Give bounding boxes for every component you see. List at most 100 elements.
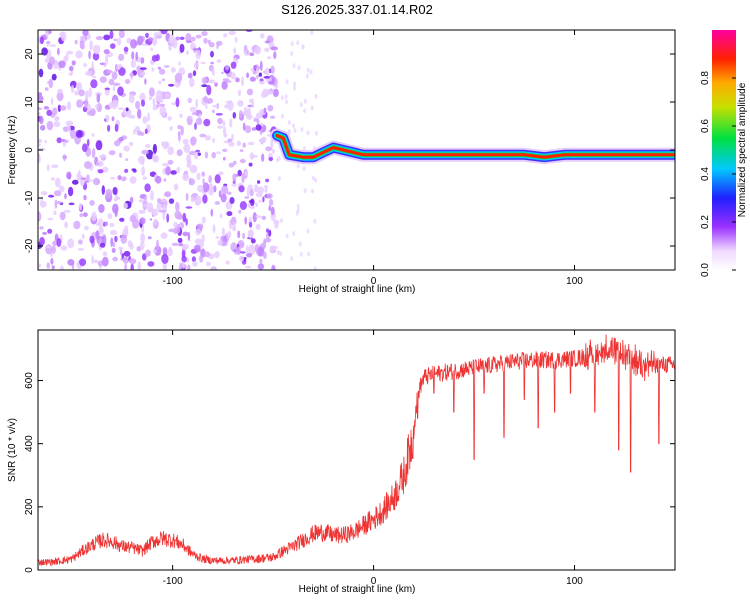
spectrogram-noise-blob bbox=[296, 203, 300, 209]
spectrogram-noise-blob bbox=[191, 36, 196, 42]
spectrogram-noise-blob bbox=[86, 138, 90, 147]
spectrogram-noise-blob bbox=[60, 105, 67, 111]
spectrogram-noise-blob bbox=[38, 68, 44, 78]
spectrogram-noise-blob bbox=[258, 199, 262, 203]
spectrogram-noise-blob bbox=[219, 213, 223, 219]
spectrogram-noise-blob bbox=[153, 32, 161, 37]
spectrogram-noise-blob bbox=[68, 202, 75, 206]
spectrogram-noise-blob bbox=[98, 154, 107, 159]
spectrogram-noise-blob bbox=[274, 221, 279, 229]
spectrogram-noise-blob bbox=[259, 33, 265, 39]
spectrogram-noise-blob bbox=[82, 143, 88, 153]
spectrogram-noise-blob bbox=[155, 175, 162, 184]
spectrogram-noise-blob bbox=[102, 251, 108, 256]
spectrogram-noise-blob bbox=[92, 177, 101, 186]
spectrogram-noise-blob bbox=[182, 173, 189, 182]
spectrogram-noise-blob bbox=[109, 223, 115, 228]
spectrogram-noise-blob bbox=[75, 50, 83, 59]
spectrogram-noise-blob bbox=[153, 218, 157, 226]
colorbar-tick-label: 0.2 bbox=[700, 215, 711, 229]
spectrogram-noise-blob bbox=[267, 56, 271, 60]
spectrogram-noise-blob bbox=[287, 120, 291, 126]
spectrogram-noise-blob bbox=[168, 34, 175, 45]
spectrogram-noise-blob bbox=[264, 67, 270, 76]
spectrogram-noise-blob bbox=[59, 185, 65, 193]
spectrogram-noise-blob bbox=[203, 251, 211, 258]
spectrogram-noise-blob bbox=[138, 155, 145, 165]
spectrogram-noise-blob bbox=[44, 87, 49, 91]
spectrogram-noise-blob bbox=[67, 124, 71, 133]
spectrogram-noise-blob bbox=[139, 92, 146, 103]
spectrogram-noise-blob bbox=[164, 191, 170, 197]
spectrogram-noise-blob bbox=[68, 72, 73, 76]
spectrogram-noise-blob bbox=[91, 211, 97, 222]
spectrogram-noise-blob bbox=[214, 201, 221, 205]
spectrogram-noise-blob bbox=[42, 231, 48, 235]
spectrogram-noise-blob bbox=[250, 238, 256, 244]
spectrogram-noise-blob bbox=[249, 52, 255, 57]
spectrogram-noise-blob bbox=[70, 85, 75, 94]
spectrogram-noise-blob bbox=[221, 81, 228, 90]
spectrogram-noise-blob bbox=[222, 120, 226, 127]
spectrogram-noise-blob bbox=[222, 148, 228, 152]
spectrogram-noise-blob bbox=[210, 208, 214, 217]
spectrogram-noise-blob bbox=[47, 217, 54, 221]
spectrogram-noise-blob bbox=[197, 223, 204, 230]
spectrogram-noise-blob bbox=[48, 194, 55, 198]
spectrogram-noise-blob bbox=[276, 249, 280, 255]
spectrogram-noise-blob bbox=[159, 106, 167, 117]
spectrogram-noise-blob bbox=[125, 107, 129, 112]
y-tick-label: 0 bbox=[24, 147, 35, 153]
spectrogram-noise-blob bbox=[117, 175, 122, 181]
spectrogram-noise-blob bbox=[108, 101, 114, 109]
spectrogram-noise-blob bbox=[248, 230, 253, 238]
spectrogram-noise-blob bbox=[51, 265, 55, 270]
spectrogram-noise-blob bbox=[182, 243, 189, 250]
spectrogram-noise-blob bbox=[50, 257, 54, 265]
spectrogram-noise-blob bbox=[195, 201, 199, 206]
spectrogram-noise-blob bbox=[118, 53, 125, 62]
spectrogram-noise-blob bbox=[236, 140, 242, 146]
spectrogram-noise-blob bbox=[182, 138, 189, 145]
spectrogram-noise-blob bbox=[116, 37, 122, 46]
spectrogram-noise-blob bbox=[268, 157, 273, 161]
spectrogram-noise-blob bbox=[83, 194, 87, 201]
spectrogram-noise-blob bbox=[266, 89, 274, 95]
colorbar-gradient bbox=[712, 30, 736, 270]
spectrogram-noise-blob bbox=[38, 153, 41, 163]
spectrogram-noise-blob bbox=[248, 162, 253, 167]
spectrogram-noise-blob bbox=[261, 153, 265, 162]
spectrogram-noise-blob bbox=[46, 109, 52, 117]
spectrogram-noise-blob bbox=[113, 140, 121, 147]
spectrogram-noise-blob bbox=[255, 202, 258, 208]
spectrogram-noise-blob bbox=[118, 136, 124, 142]
spectrogram-noise-blob bbox=[285, 233, 289, 239]
colorbar-tick-label: 0.4 bbox=[700, 167, 711, 181]
spectrogram-noise-blob bbox=[148, 96, 153, 101]
spectrogram-noise-blob bbox=[216, 125, 224, 129]
spectrogram-noise-blob bbox=[73, 220, 81, 230]
spectrogram-noise-blob bbox=[107, 124, 111, 132]
spectrogram-noise-blob bbox=[297, 65, 301, 71]
spectrogram-noise-blob bbox=[268, 199, 274, 206]
spectrogram-noise-blob bbox=[201, 84, 208, 88]
x-tick-label: 0 bbox=[371, 576, 377, 587]
x-tick-label: 0 bbox=[371, 276, 377, 287]
spectrogram-noise-blob bbox=[293, 81, 297, 87]
spectrogram-noise-blob bbox=[185, 218, 188, 226]
spectrogram-noise-blob bbox=[169, 125, 173, 131]
spectrogram-noise-blob bbox=[195, 149, 201, 153]
spectrogram-noise-blob bbox=[50, 177, 56, 181]
spectrogram-noise-blob bbox=[168, 83, 175, 87]
spectrogram-noise-blob bbox=[290, 256, 294, 262]
spectrogram-frame bbox=[37, 29, 676, 271]
spectrogram-noise-blob bbox=[301, 44, 305, 50]
spectrogram-noise-blob bbox=[275, 84, 279, 89]
spectrogram-noise-blob bbox=[270, 206, 275, 216]
spectrogram-noise-blob bbox=[38, 138, 43, 144]
spectrogram-noise-blob bbox=[131, 51, 135, 60]
spectrogram-noise-blob bbox=[59, 265, 64, 270]
spectrogram-noise-blob bbox=[160, 232, 168, 239]
spectrogram-noise-blob bbox=[256, 180, 261, 184]
